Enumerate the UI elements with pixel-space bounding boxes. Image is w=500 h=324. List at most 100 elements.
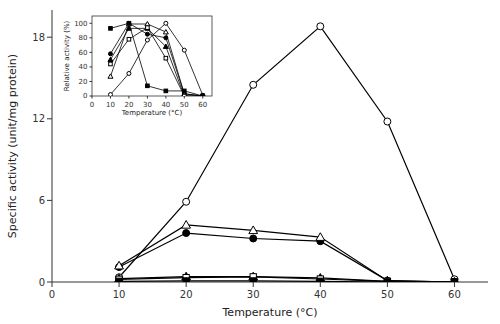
chart-0: 0 10 20 30 40 50 60 0 6 12 18 Temperature (°C) Speci…: [6, 10, 488, 319]
x-tick: [320, 282, 321, 287]
series-line: [119, 233, 454, 282]
marker: [201, 93, 205, 96]
marker: [109, 27, 113, 31]
marker: [384, 278, 390, 282]
y-tick: [90, 81, 93, 82]
marker: [108, 52, 112, 56]
x-tick-label: 30: [247, 289, 260, 300]
y-tick-label: 18: [32, 32, 45, 43]
marker: [451, 279, 457, 282]
x-tick-label: 50: [180, 101, 189, 109]
marker: [116, 278, 122, 282]
marker: [201, 94, 205, 96]
x-tick-label: 30: [143, 101, 152, 109]
marker: [317, 23, 324, 30]
marker: [145, 38, 149, 42]
y-tick: [47, 118, 52, 119]
x-tick-label: 40: [314, 289, 327, 300]
y-tick: [47, 200, 52, 201]
x-tick: [253, 282, 254, 287]
x-tick-label: 60: [198, 101, 207, 109]
y-tick: [90, 52, 93, 53]
x-tick: [147, 96, 148, 99]
marker: [163, 30, 168, 34]
marker: [164, 21, 168, 25]
x-axis-label: Temperature (°C): [222, 306, 318, 319]
marker: [127, 21, 131, 25]
chart: 0 10 20 30 40 50 60 0 6 12 18 Temperature (°C) Speci…: [0, 0, 500, 324]
y-tick: [90, 37, 93, 38]
y-tick-label: 12: [32, 113, 45, 124]
marker: [164, 56, 168, 60]
marker: [200, 94, 205, 97]
y-tick-label: 0: [83, 92, 87, 100]
marker: [145, 26, 150, 30]
marker: [183, 230, 190, 237]
series-line: [110, 23, 202, 96]
x-tick: [387, 282, 388, 287]
x-tick: [52, 282, 53, 287]
marker: [183, 278, 189, 282]
series-line: [119, 277, 454, 282]
x-tick: [202, 96, 203, 99]
x-tick: [454, 282, 455, 287]
marker: [163, 44, 168, 48]
y-tick: [47, 282, 52, 283]
x-tick-label: 50: [381, 289, 394, 300]
y-tick-label: 20: [79, 78, 88, 86]
y-tick-label: 6: [39, 195, 45, 206]
marker: [451, 279, 458, 283]
x-tick-label: 0: [90, 101, 94, 109]
marker: [146, 84, 150, 88]
marker: [183, 198, 190, 205]
data-area: [108, 21, 205, 96]
series-line: [110, 28, 202, 96]
marker: [384, 279, 390, 282]
y-tick-label: 80: [79, 34, 88, 42]
x-tick-label: 40: [161, 101, 170, 109]
marker: [126, 22, 131, 26]
marker: [127, 71, 131, 75]
marker: [108, 93, 112, 96]
x-tick: [128, 96, 129, 99]
y-tick: [90, 23, 93, 24]
marker: [201, 94, 205, 96]
series-line: [119, 277, 454, 282]
y-axis-label: Relative activity (%): [63, 20, 71, 91]
x-tick-label: 0: [49, 289, 55, 300]
marker: [108, 57, 113, 61]
x-tick-label: 20: [124, 101, 133, 109]
marker: [317, 278, 323, 282]
y-tick: [90, 66, 93, 67]
marker: [450, 278, 459, 282]
y-tick-label: 60: [79, 49, 88, 57]
x-axis-label: Temperature (°C): [121, 109, 183, 117]
marker: [109, 62, 113, 66]
marker: [127, 37, 131, 41]
marker: [250, 81, 257, 88]
series-line: [110, 28, 202, 96]
y-tick: [47, 37, 52, 38]
chart-1: 0102030405060020406080100Temperature (°C…: [63, 16, 212, 117]
y-axis-line: [52, 10, 53, 282]
series-line: [110, 23, 202, 95]
marker: [182, 221, 191, 229]
marker: [450, 278, 459, 282]
marker: [316, 233, 325, 241]
marker: [115, 261, 124, 269]
marker: [250, 278, 256, 282]
series-line: [110, 24, 202, 96]
y-axis-label: Specific activity (unit/mg protein): [6, 54, 19, 238]
inset-background: [62, 12, 218, 120]
marker: [451, 279, 457, 282]
x-tick: [119, 282, 120, 287]
marker: [384, 118, 391, 125]
x-tick-label: 20: [180, 289, 193, 300]
series-line: [119, 225, 454, 282]
marker: [127, 21, 131, 25]
marker: [249, 226, 258, 234]
plot-frame: [92, 16, 212, 96]
x-tick-label: 10: [106, 101, 115, 109]
marker: [383, 277, 392, 282]
x-tick: [165, 96, 166, 99]
